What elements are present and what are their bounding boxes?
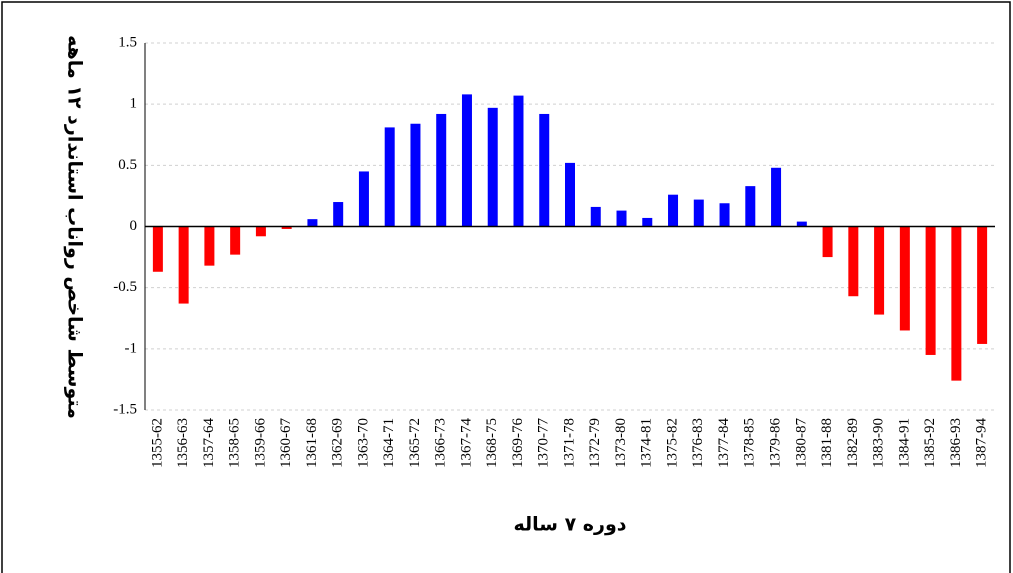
x-tick-label: 1375-82 — [664, 418, 680, 468]
y-tick-label: -1.5 — [113, 401, 137, 417]
bar — [333, 202, 344, 227]
x-tick-label: 1380-87 — [793, 418, 809, 468]
y-tick-label: -0.5 — [113, 279, 137, 295]
bar — [925, 226, 936, 355]
x-tick-label: 1383-90 — [871, 418, 887, 468]
x-tick-label: 1355-62 — [149, 418, 165, 468]
bar — [977, 226, 988, 344]
y-tick-label: 1.5 — [118, 34, 137, 50]
x-axis-title: دوره ۷ ساله — [513, 514, 626, 536]
x-tick-label: 1362-69 — [330, 418, 346, 468]
x-tick-label: 1372-79 — [587, 418, 603, 468]
bar — [204, 226, 215, 266]
bar — [436, 113, 447, 227]
bar — [281, 226, 292, 229]
x-tick-label: 1387-94 — [974, 418, 990, 468]
bar — [745, 186, 756, 227]
x-tick-label: 1369-76 — [510, 418, 526, 468]
x-tick-label: 1364-71 — [381, 418, 397, 468]
bar — [487, 107, 498, 227]
bar — [668, 194, 679, 227]
x-tick-label: 1381-88 — [819, 418, 835, 468]
bar — [616, 210, 627, 227]
x-tick-label: 1360-67 — [278, 418, 294, 468]
x-tick-label: 1377-84 — [716, 418, 732, 468]
bar — [771, 167, 782, 227]
x-tick-label: 1379-86 — [767, 418, 783, 468]
x-tick-label: 1358-65 — [227, 418, 243, 468]
bar — [693, 199, 704, 227]
x-tick-label: 1382-89 — [845, 418, 861, 468]
y-tick-label: 0.5 — [118, 157, 137, 173]
y-tick-label: 0 — [130, 218, 138, 234]
bar — [230, 226, 241, 255]
x-tick-label: 1367-74 — [458, 418, 474, 468]
y-tick-label: -1 — [125, 340, 138, 356]
bar — [899, 226, 910, 331]
y-axis-title: متوسط شاخص رواناب استاندارد ۱۲ ماهه — [64, 35, 86, 419]
bar — [590, 206, 601, 227]
bar — [565, 162, 575, 227]
x-tick-label: 1371-78 — [561, 418, 577, 468]
bar — [822, 226, 833, 258]
x-tick-label: 1376-83 — [690, 418, 706, 468]
bar — [848, 226, 859, 297]
x-tick-label: 1373-80 — [613, 418, 629, 468]
x-tick-label: 1365-72 — [407, 418, 423, 468]
bar — [410, 123, 421, 227]
x-tick-label: 1361-68 — [304, 418, 320, 468]
bar — [796, 221, 807, 227]
x-tick-label: 1370-77 — [536, 418, 552, 468]
bar — [255, 226, 266, 237]
bar — [719, 203, 730, 227]
x-tick-label: 1374-81 — [639, 418, 655, 468]
bar — [951, 226, 962, 381]
x-tick-label: 1359-66 — [252, 418, 268, 468]
bar — [358, 171, 369, 227]
x-tick-label: 1384-91 — [896, 418, 912, 468]
x-tick-label: 1366-73 — [433, 418, 449, 468]
x-tick-label: 1386-93 — [948, 418, 964, 468]
bar — [384, 127, 395, 227]
bar — [461, 94, 472, 227]
bar — [513, 95, 524, 227]
x-tick-label: 1378-85 — [742, 418, 758, 468]
bar — [152, 226, 163, 272]
y-tick-label: 1 — [130, 96, 138, 112]
x-tick-label: 1357-64 — [201, 418, 217, 468]
x-tick-label: 1363-70 — [355, 418, 371, 468]
bar — [307, 219, 318, 227]
x-tick-label: 1385-92 — [922, 418, 938, 468]
bar — [178, 226, 189, 304]
x-tick-label: 1368-75 — [484, 418, 500, 468]
x-tick-label: 1356-63 — [175, 418, 191, 468]
bar — [642, 217, 653, 227]
bar — [539, 113, 550, 227]
bar — [874, 226, 885, 315]
